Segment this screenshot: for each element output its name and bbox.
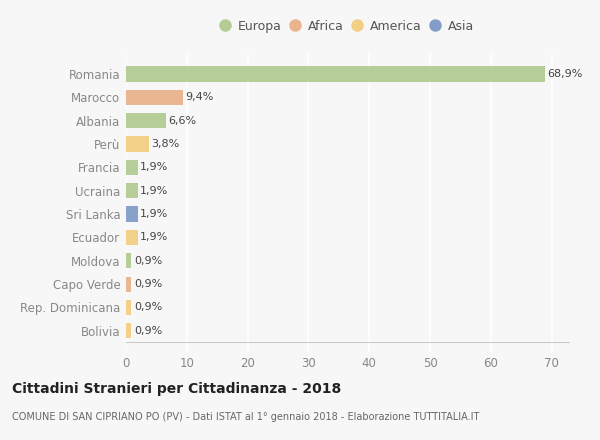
Legend: Europa, Africa, America, Asia: Europa, Africa, America, Asia	[221, 20, 475, 33]
Bar	[126, 113, 166, 128]
Text: 9,4%: 9,4%	[185, 92, 214, 103]
Bar	[126, 160, 137, 175]
Text: 3,8%: 3,8%	[152, 139, 180, 149]
Bar	[126, 323, 131, 338]
Bar	[126, 136, 149, 152]
Bar	[126, 253, 131, 268]
Text: 68,9%: 68,9%	[547, 69, 583, 79]
Text: 6,6%: 6,6%	[169, 116, 197, 126]
Text: 0,9%: 0,9%	[134, 279, 162, 289]
Text: Cittadini Stranieri per Cittadinanza - 2018: Cittadini Stranieri per Cittadinanza - 2…	[12, 382, 341, 396]
Bar	[126, 183, 137, 198]
Bar	[126, 230, 137, 245]
Text: 0,9%: 0,9%	[134, 256, 162, 266]
Bar	[126, 66, 545, 81]
Text: COMUNE DI SAN CIPRIANO PO (PV) - Dati ISTAT al 1° gennaio 2018 - Elaborazione TU: COMUNE DI SAN CIPRIANO PO (PV) - Dati IS…	[12, 412, 479, 422]
Bar	[126, 276, 131, 292]
Text: 1,9%: 1,9%	[140, 232, 168, 242]
Bar	[126, 206, 137, 222]
Text: 0,9%: 0,9%	[134, 326, 162, 336]
Text: 1,9%: 1,9%	[140, 209, 168, 219]
Bar	[126, 300, 131, 315]
Text: 0,9%: 0,9%	[134, 302, 162, 312]
Text: 1,9%: 1,9%	[140, 162, 168, 172]
Bar	[126, 90, 183, 105]
Text: 1,9%: 1,9%	[140, 186, 168, 196]
